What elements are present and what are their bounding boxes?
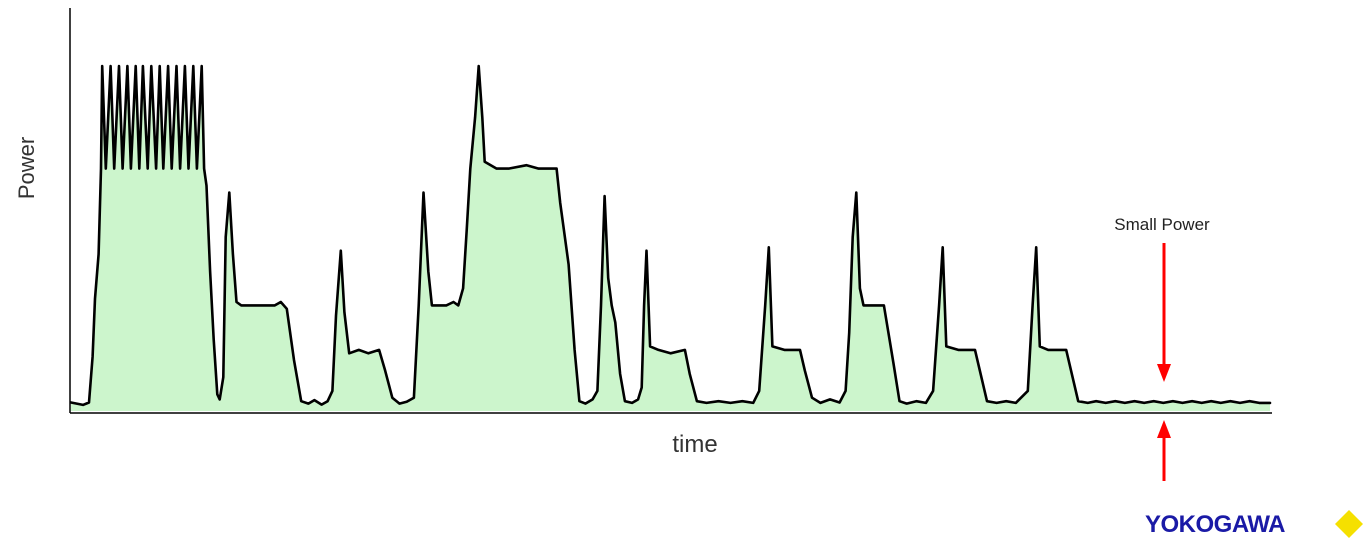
plot-area — [69, 64, 1272, 411]
small-power-annotation: Small Power — [1114, 215, 1210, 481]
power-series-line — [69, 64, 1272, 407]
small-power-label: Small Power — [1114, 215, 1210, 234]
down-arrow-head-icon — [1157, 364, 1171, 382]
power-area-fill — [71, 66, 1270, 411]
up-arrow-head-icon — [1157, 420, 1171, 438]
yokogawa-logo: YOKOGAWA — [1145, 510, 1363, 538]
y-axis-label: Power — [14, 137, 39, 199]
logo-diamond-icon — [1335, 510, 1363, 538]
x-axis-label: time — [672, 431, 717, 458]
yokogawa-logo-text: YOKOGAWA — [1145, 511, 1285, 538]
